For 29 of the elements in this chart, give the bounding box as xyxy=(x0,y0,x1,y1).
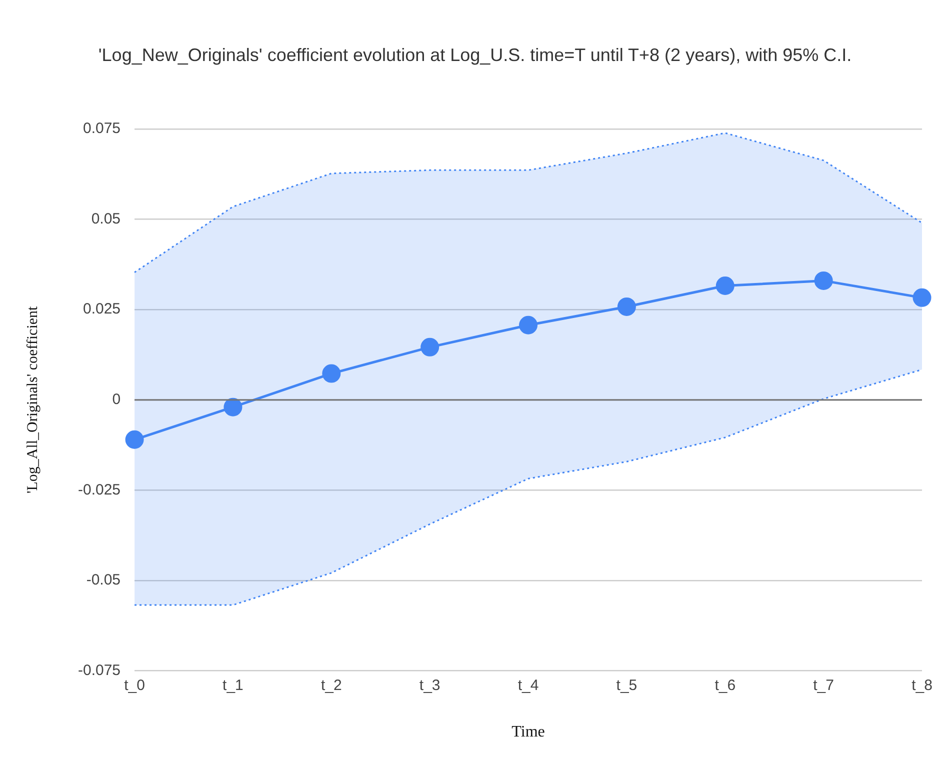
x-tick-label: t_1 xyxy=(222,676,244,694)
x-tick-label: t_3 xyxy=(419,676,440,694)
point xyxy=(322,364,341,383)
point xyxy=(617,297,636,316)
y-tick-label: 0.05 xyxy=(91,210,121,228)
x-axis-title: Time xyxy=(512,724,545,741)
x-tick-label: t_0 xyxy=(124,676,145,694)
point xyxy=(125,430,144,449)
x-tick-label: t_7 xyxy=(813,676,834,694)
point xyxy=(420,338,440,356)
y-tick-label: 0 xyxy=(112,391,121,408)
x-tick-label: t_6 xyxy=(714,676,736,694)
point xyxy=(912,288,932,307)
point xyxy=(224,398,242,416)
point xyxy=(814,271,833,290)
x-tick-label: t_2 xyxy=(320,676,342,694)
y-tick-label: -0.075 xyxy=(78,662,121,679)
y-axis-title: 'Log_All_Originals' coefficient xyxy=(24,305,41,494)
y-tick-label: -0.025 xyxy=(78,481,121,498)
line-series xyxy=(134,132,923,274)
y-tick-label: 0.025 xyxy=(82,300,121,318)
point xyxy=(716,276,734,296)
chart-title: 'Log_New_Originals' coefficient evolution at Log_U.S. time=T until T+8 (2 years), with 95% C.I. xyxy=(97,44,853,67)
y-tick-label: 0.075 xyxy=(82,120,121,138)
x-tick-label: t_4 xyxy=(518,676,539,694)
x-tick-label: t_8 xyxy=(912,676,932,694)
y-tick-label: -0.05 xyxy=(86,572,121,589)
point xyxy=(519,316,538,334)
x-tick-label: t_5 xyxy=(616,676,638,694)
